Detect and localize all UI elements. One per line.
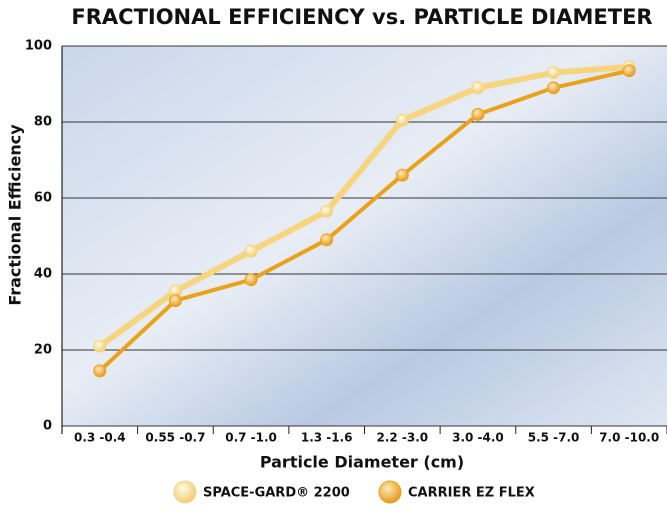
chart-title: FRACTIONAL EFFICIENCY vs. PARTICLE DIAME… (71, 5, 652, 29)
x-tick-label: 0.7 -1.0 (225, 431, 277, 445)
y-tick-label: 40 (34, 267, 52, 282)
data-point (94, 340, 106, 352)
legend-label: SPACE-GARD® 2200 (203, 486, 350, 501)
page: {"chart_data": {"type": "line", "title":… (0, 0, 667, 508)
data-point (94, 365, 106, 377)
y-tick-label: 0 (43, 419, 52, 434)
data-point (396, 114, 408, 126)
data-point (321, 205, 333, 217)
y-tick-label: 100 (25, 39, 52, 54)
legend-swatch (174, 481, 196, 503)
data-point (623, 65, 635, 77)
data-point (396, 169, 408, 181)
data-point (548, 67, 560, 79)
y-tick-label: 80 (34, 115, 52, 130)
x-tick-label: 3.0 -4.0 (452, 431, 504, 445)
x-tick-label: 7.0 -10.0 (599, 431, 659, 445)
x-tick-label: 2.2 -3.0 (376, 431, 428, 445)
x-tick-label: 5.5 -7.0 (528, 431, 580, 445)
x-tick-label: 0.55 -0.7 (145, 431, 205, 445)
data-point (472, 82, 484, 94)
x-tick-label: 0.3 -0.4 (74, 431, 126, 445)
legend-swatch (379, 481, 401, 503)
plot-background (62, 46, 667, 426)
chart: FRACTIONAL EFFICIENCY vs. PARTICLE DIAME… (0, 0, 667, 508)
y-tick-label: 60 (34, 191, 52, 206)
data-point (169, 295, 181, 307)
y-tick-label: 20 (34, 343, 52, 358)
data-point (245, 245, 257, 257)
data-point (321, 234, 333, 246)
x-axis-label: Particle Diameter (cm) (260, 453, 464, 472)
legend-label: CARRIER EZ FLEX (408, 486, 535, 501)
x-tick-label: 1.3 -1.6 (301, 431, 353, 445)
data-point (472, 108, 484, 120)
data-point (245, 274, 257, 286)
y-axis-label: Fractional Efficiency (6, 124, 25, 306)
data-point (548, 82, 560, 94)
